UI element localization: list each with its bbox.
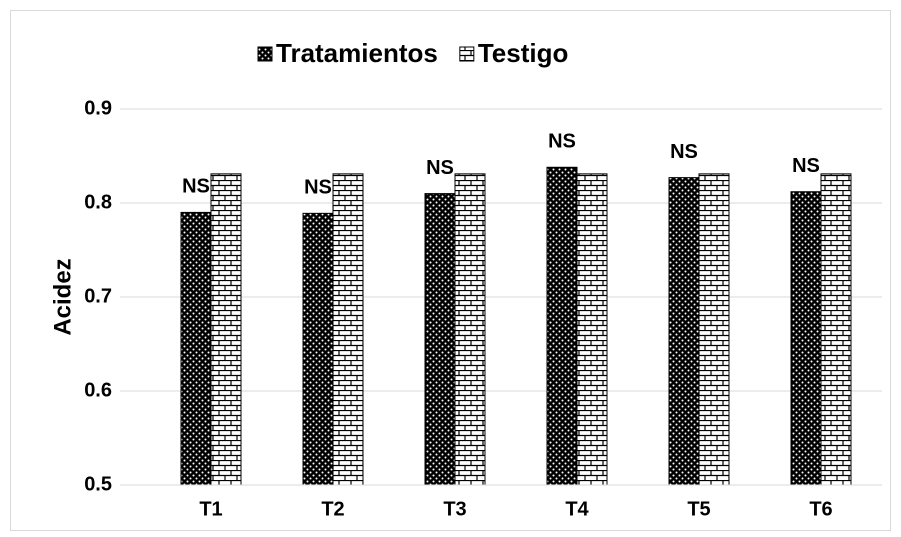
y-tick-label: 0.9 xyxy=(84,97,112,119)
x-tick-label: T4 xyxy=(565,498,589,520)
bar xyxy=(698,173,730,486)
annotation: NS xyxy=(670,141,698,163)
bar xyxy=(302,212,334,486)
bar xyxy=(424,193,456,486)
legend-label: Testigo xyxy=(478,38,569,68)
bar xyxy=(820,173,852,486)
bar xyxy=(210,173,242,486)
x-tick-label: T3 xyxy=(443,498,466,520)
annotation: NS xyxy=(304,177,332,199)
x-tick-label: T5 xyxy=(687,498,710,520)
y-tick-label: 0.6 xyxy=(84,379,112,401)
y-tick-label: 0.8 xyxy=(84,191,112,213)
bar xyxy=(180,211,212,486)
legend-swatch xyxy=(459,46,475,62)
x-tick-label: T6 xyxy=(809,498,832,520)
x-tick-label: T2 xyxy=(321,498,344,520)
y-axis-label: Acidez xyxy=(49,258,76,335)
y-tick-label: 0.5 xyxy=(84,473,112,495)
bar xyxy=(332,173,364,486)
y-tick-label: 0.7 xyxy=(84,285,112,307)
bar xyxy=(576,173,608,486)
x-tick-label: T1 xyxy=(199,498,222,520)
annotation: NS xyxy=(548,131,576,153)
annotation: NS xyxy=(182,176,210,198)
legend-label: Tratamientos xyxy=(276,38,438,68)
annotation: NS xyxy=(426,157,454,179)
bar xyxy=(454,173,486,486)
annotation: NS xyxy=(792,155,820,177)
legend-swatch xyxy=(257,46,273,62)
bar xyxy=(668,177,700,486)
bar xyxy=(546,166,578,486)
bar xyxy=(790,191,822,486)
